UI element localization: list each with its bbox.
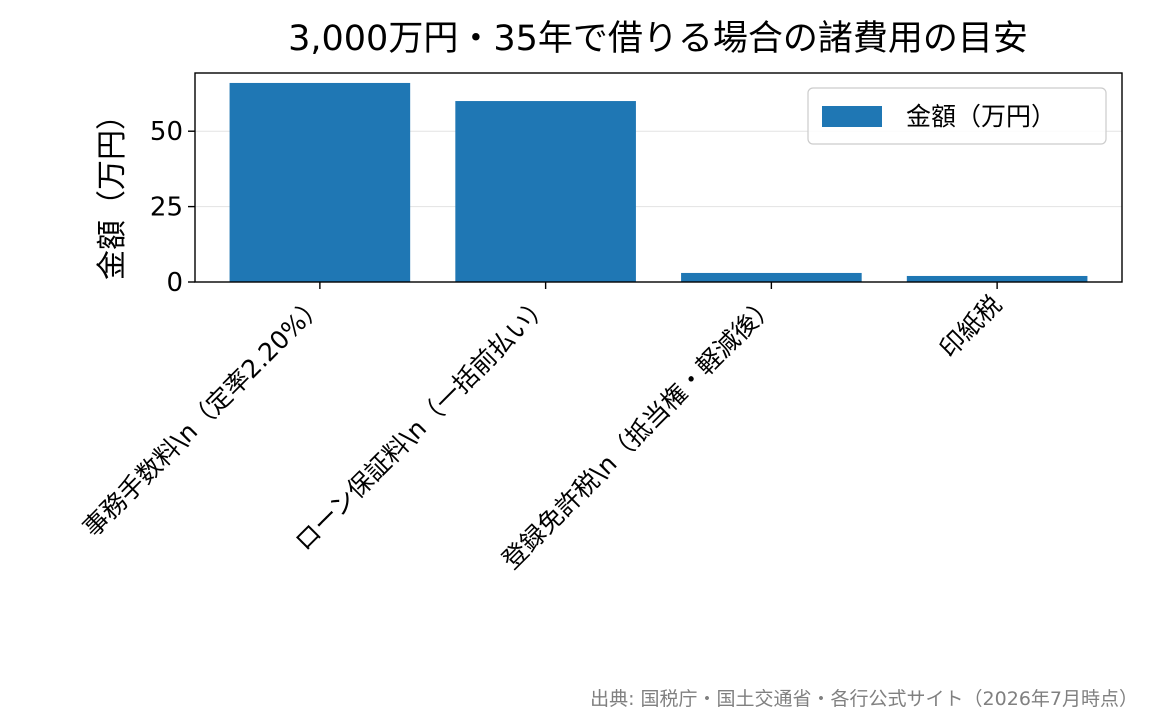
source-note: 出典: 国税庁・国土交通省・各行公式サイト（2026年7月時点） <box>590 688 1138 710</box>
legend-label: 金額（万円） <box>906 102 1056 131</box>
plot-frame <box>194 72 1123 283</box>
bar <box>229 82 411 282</box>
y-axis-label: 金額（万円） <box>95 100 130 280</box>
legend-swatch <box>822 106 882 127</box>
y-tick-label: 50 <box>150 117 183 147</box>
x-axis: 事務手数料\n（定率2.20%）ローン保証料\n（一括前払い）登録免許税\n（抵… <box>77 282 1007 575</box>
legend: 金額（万円） <box>807 87 1107 145</box>
y-tick-label: 0 <box>166 268 183 298</box>
bar <box>681 272 862 282</box>
x-tick-label: ローン保証料\n（一括前払い） <box>289 290 556 557</box>
y-tick-label: 25 <box>150 193 183 223</box>
legend-frame <box>807 87 1107 145</box>
x-tick-label: 登録免許税\n（抵当権・軽減後） <box>496 290 781 575</box>
y-axis: 0 25 50 <box>150 117 195 298</box>
x-tick-label: 事務手数料\n（定率2.20%） <box>77 290 330 543</box>
chart-title: 3,000万円・35年で借りる場合の諸費用の目安 <box>288 19 1028 59</box>
x-tick-label: 印紙税 <box>934 290 1008 364</box>
bars <box>229 82 1088 282</box>
bar <box>455 101 636 282</box>
bar <box>906 275 1088 282</box>
